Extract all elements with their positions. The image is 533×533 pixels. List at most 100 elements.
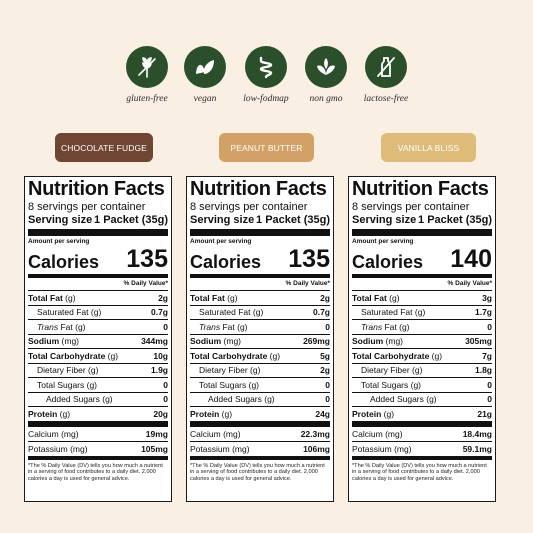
panel-text: 106mg (303, 443, 330, 454)
added-sugars-row: Added Sugars (g) 0 (190, 391, 330, 407)
nutrient-name: Potassium (mg) (190, 444, 250, 454)
panel-text: Total Sugars (199, 379, 247, 390)
panel-text: Potassium (190, 443, 230, 454)
panel-text: (mg) (70, 443, 88, 454)
panel-text: Trans (361, 321, 383, 332)
low-fodmap-badge: low-fodmap (226, 46, 306, 104)
serving-size-row: Serving size 1 Packet (35g) (190, 214, 330, 227)
nutrient-name: Protein (g) (352, 409, 394, 419)
potassium-row: Potassium (mg) 106mg (190, 441, 330, 456)
panel-text: (g) (88, 365, 99, 376)
trans-fat-row: Trans Fat (g) 0 (190, 319, 330, 334)
calcium-row: Calcium (mg) 22.3mg (190, 427, 330, 442)
non-gmo-badge: non gmo (286, 46, 366, 104)
divider-thick (28, 229, 168, 236)
panel-text: 1.8g (474, 365, 492, 376)
nutrition-facts-title: Nutrition Facts (352, 178, 489, 200)
panel-text: (g) (410, 379, 422, 390)
panel-text: (mg) (61, 336, 80, 347)
protein-row: Protein (g) 20g (28, 406, 168, 421)
dietary-fiber-row: Dietary Fiber (g) 1.9g (28, 362, 168, 378)
panel-text: 0 (487, 394, 492, 405)
divider-medium (28, 274, 168, 278)
calories-value: 135 (126, 245, 168, 273)
nutrient-name: Total Sugars (g) (190, 380, 259, 390)
panel-text: Protein (190, 408, 220, 419)
dietary-icons-row: gluten-free vegan low-fodmap non gmo lac… (0, 46, 533, 116)
panel-text: 0 (163, 394, 168, 405)
panel-text: Sodium (190, 336, 222, 347)
milk-bottle-crossed-icon (365, 46, 407, 88)
divider-thick (190, 420, 330, 427)
panel-text: Fat (g) (222, 321, 248, 332)
serving-size-value: 1 Packet (35g) (418, 214, 492, 226)
saturated-fat-row: Saturated Fat (g) 1.7g (352, 304, 492, 320)
total-carbohydrate-row: Total Carbohydrate (g) 10g (28, 348, 168, 363)
divider-thick (28, 420, 168, 427)
divider-thick (190, 229, 330, 236)
panel-text: (g) (250, 365, 261, 376)
daily-value-header: % Daily Value* (285, 280, 330, 287)
calories-label: Calories (190, 252, 262, 272)
panel-text: (mg) (223, 428, 241, 439)
saturated-fat-row: Saturated Fat (g) 0.7g (28, 304, 168, 320)
nutrient-name: Sodium (mg) (190, 336, 241, 346)
panel-text: (mg) (61, 428, 79, 439)
calories-value: 140 (450, 245, 492, 273)
gluten-free-badge: gluten-free (107, 46, 187, 104)
nutrition-facts-title: Nutrition Facts (28, 178, 165, 200)
nutrient-name: Total Sugars (g) (352, 380, 421, 390)
panel-text: (g) (252, 307, 264, 318)
calcium-row: Calcium (mg) 18.4mg (352, 427, 492, 442)
panel-text: 7g (482, 350, 492, 361)
nutrient-name: Trans Fat (g) (190, 322, 248, 332)
panel-text: (g) (102, 394, 113, 405)
flavor-chocolate-fudge-button[interactable]: CHOCOLATE FUDGE (55, 133, 153, 162)
calcium-row: Calcium (mg) 19mg (28, 427, 168, 442)
divider-medium (190, 455, 330, 460)
nutrient-name: Total Carbohydrate (g) (28, 351, 118, 361)
serving-size-label: Serving size (28, 214, 93, 226)
nutrition-facts-panel-3: Nutrition Facts 8 servings per container… (348, 176, 496, 502)
dietary-fiber-row: Dietary Fiber (g) 2g (190, 362, 330, 378)
potassium-row: Potassium (mg) 59.1mg (352, 441, 492, 456)
panel-text: Fat (g) (384, 321, 410, 332)
total-fat-row: Total Fat (g) 3g (352, 290, 492, 305)
calories-value: 135 (288, 245, 330, 273)
nutrient-name: Dietary Fiber (g) (28, 365, 98, 375)
panel-text: Potassium (352, 443, 392, 454)
panel-text: 3g (482, 292, 492, 303)
sodium-row: Sodium (mg) 269mg (190, 333, 330, 349)
serving-size-label: Serving size (190, 214, 255, 226)
panel-text: (g) (383, 408, 395, 419)
flavor-vanilla-bliss-button[interactable]: VANILLA BLISS (381, 133, 476, 162)
protein-row: Protein (g) 24g (190, 406, 330, 421)
divider-medium (190, 274, 330, 278)
nutrient-name: Calcium (mg) (190, 429, 241, 439)
panel-text: (g) (414, 307, 426, 318)
panel-text: Dietary Fiber (37, 365, 86, 376)
panel-text: (g) (412, 365, 423, 376)
calories-row: Calories 140 (352, 246, 492, 272)
flavor-peanut-butter-button[interactable]: PEANUT BUTTER (219, 133, 314, 162)
panel-text: Total Fat (190, 292, 225, 303)
daily-value-header: % Daily Value* (447, 280, 492, 287)
panel-text: (g) (269, 350, 281, 361)
calories-row: Calories 135 (190, 246, 330, 272)
total-sugars-row: Total Sugars (g) 0 (190, 377, 330, 392)
serving-size-label: Serving size (352, 214, 417, 226)
nutrient-name: Saturated Fat (g) (352, 307, 425, 317)
saturated-fat-row: Saturated Fat (g) 0.7g (190, 304, 330, 320)
nutrient-name: Sodium (mg) (352, 336, 403, 346)
nutrient-name: Trans Fat (g) (28, 322, 86, 332)
total-carbohydrate-row: Total Carbohydrate (g) 5g (190, 348, 330, 363)
panel-text: Added Sugars (208, 394, 262, 405)
panel-text: 24g (315, 408, 330, 419)
daily-value-footnote: *The % Daily Value (DV) tells you how mu… (190, 462, 325, 483)
nutrient-name: Added Sugars (g) (190, 394, 275, 404)
panel-text: 269mg (303, 336, 330, 347)
serving-size-value: 1 Packet (35g) (256, 214, 330, 226)
panel-text: 18.4mg (462, 428, 492, 439)
leaf-icon (184, 46, 226, 88)
nutrient-name: Total Fat (g) (190, 293, 238, 303)
